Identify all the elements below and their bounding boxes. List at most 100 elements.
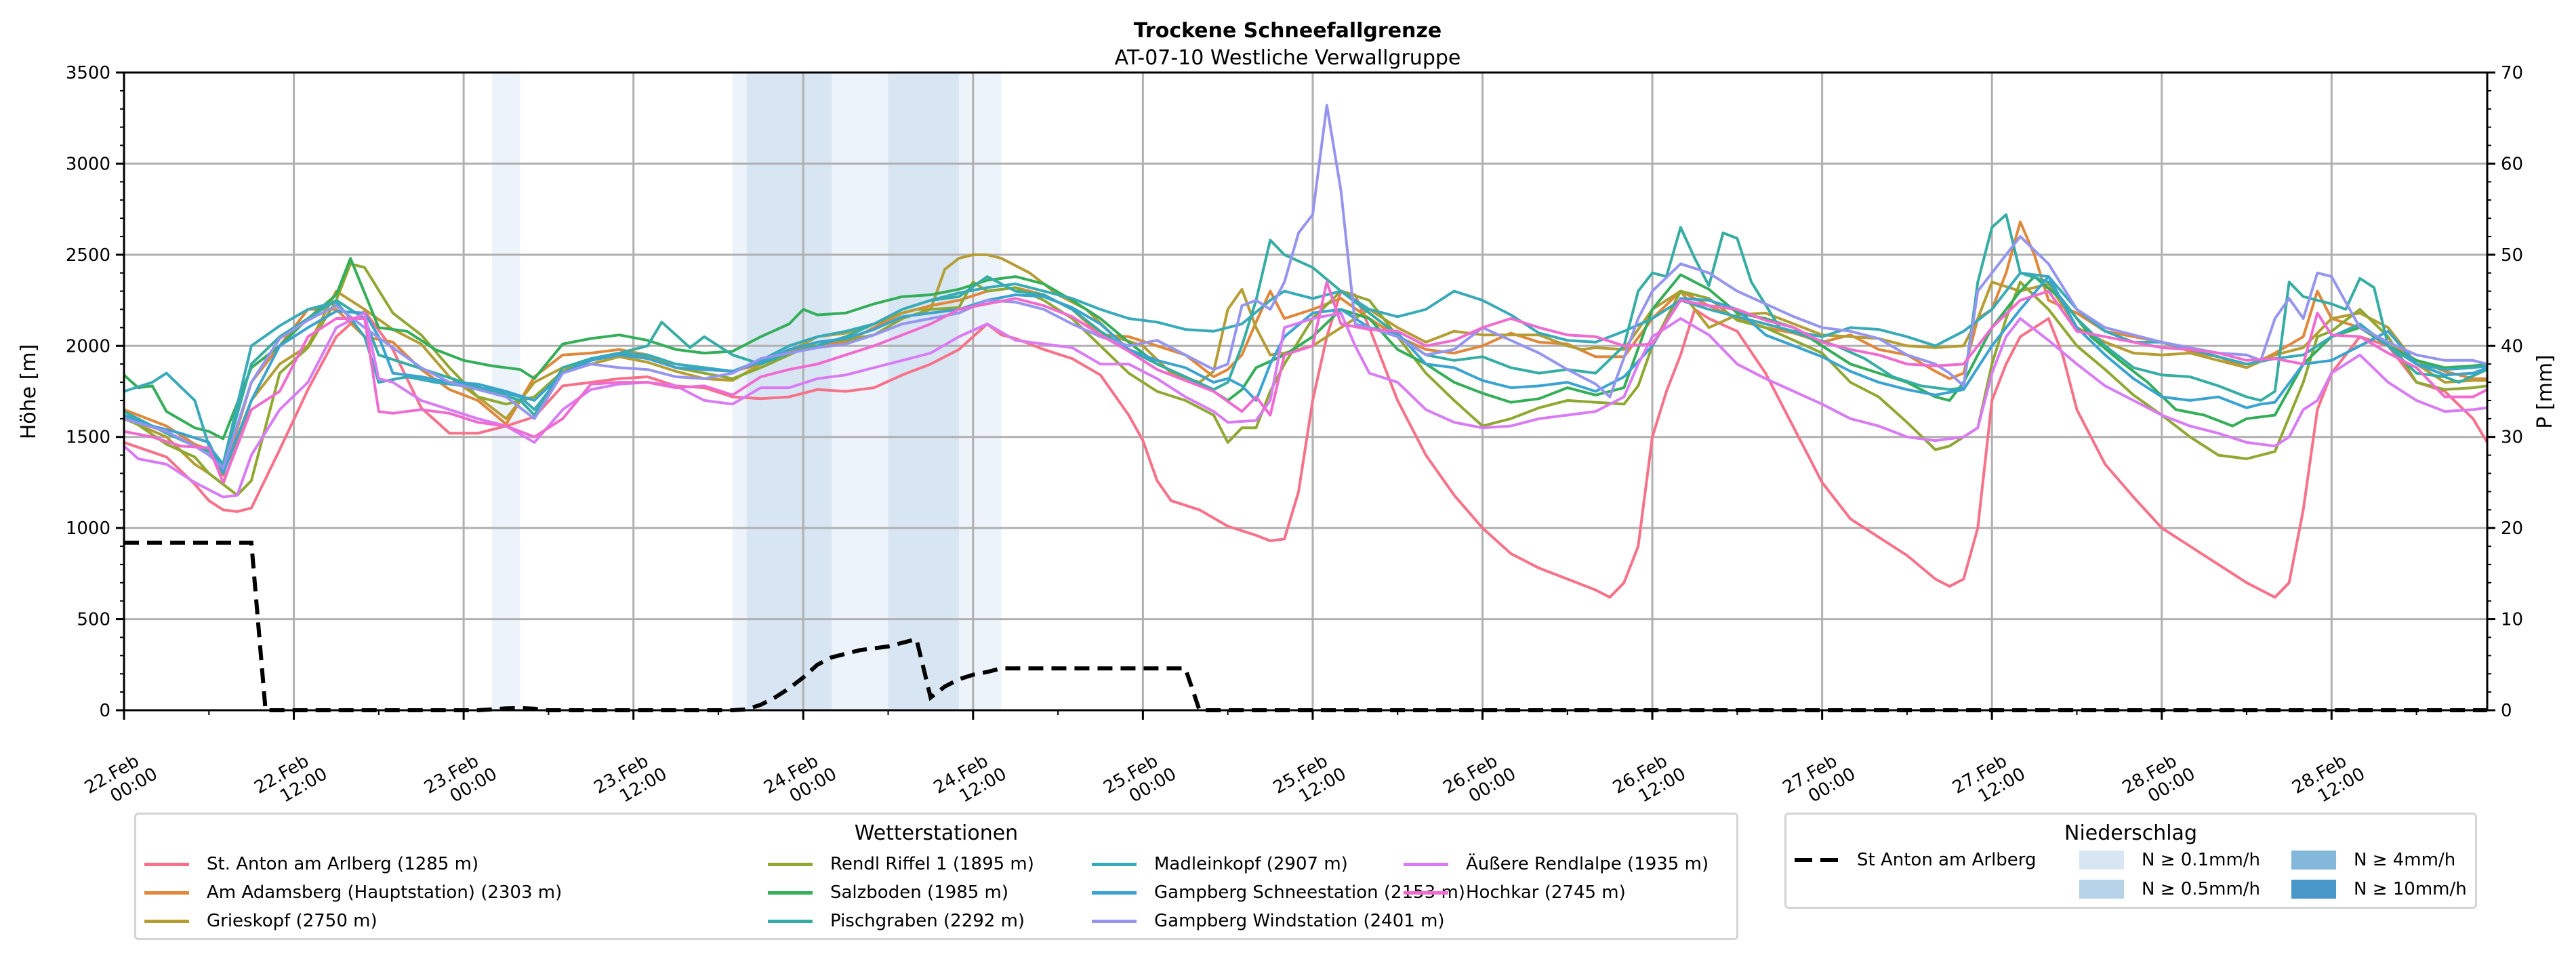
x-tick-label: 23.Feb00:00 [421, 746, 501, 816]
precip-legend-item: N ≥ 4mm/h [2291, 850, 2455, 870]
y-right-tick-label: 10 [2501, 610, 2523, 630]
x-tick-label: 24.Feb00:00 [760, 746, 840, 816]
stations-legend: Wetterstationen St. Anton am Arlberg (12… [134, 813, 1738, 940]
precip-line [124, 540, 2487, 712]
precip-dashed-line [124, 540, 2487, 712]
precip-legend: Niederschlag St Anton am Arlberg N ≥ 0.1… [1784, 813, 2477, 909]
x-tick-label: 26.Feb12:00 [1610, 746, 1690, 816]
y-right-tick-label: 60 [2501, 154, 2523, 174]
precip-band [888, 73, 959, 710]
legend-patch-swatch [2079, 880, 2124, 899]
station-lines [123, 104, 2489, 599]
precip-bands [491, 73, 1002, 710]
legend-label: Hochkar (2745 m) [1466, 882, 1626, 903]
legend-label: Grieskopf (2750 m) [207, 911, 377, 931]
axes: 0 500 1000 1500 2000 2500 3000 3500 0 10 20 30 40 50 6… [66, 63, 2523, 816]
legend-line-swatch [1092, 891, 1137, 895]
legend-line-swatch [144, 919, 189, 923]
x-tick-label: 25.Feb00:00 [1100, 746, 1180, 816]
legend-line-swatch [1092, 862, 1137, 866]
stations-legend-item: Salzboden (1985 m) [768, 882, 1008, 903]
chart-title: Trockene Schneefallgrenze [1134, 19, 1442, 43]
y-tick-label: 500 [77, 610, 110, 630]
legend-label: N ≥ 0.5mm/h [2142, 879, 2261, 899]
grid-lines [123, 73, 2487, 710]
series-line-6 [123, 213, 2488, 466]
x-tick-label: 25.Feb12:00 [1270, 746, 1350, 816]
legend-line-swatch [768, 862, 813, 866]
x-tick-label: 28.Feb12:00 [2289, 746, 2369, 816]
plot-frame [123, 71, 2489, 712]
x-tick-label: 24.Feb12:00 [931, 746, 1010, 816]
legend-label: Rendl Riffel 1 (1895 m) [830, 854, 1034, 874]
series-line-9 [123, 104, 2488, 470]
stations-legend-item: St. Anton am Arlberg (1285 m) [144, 854, 478, 874]
y-right-tick-label: 50 [2501, 245, 2523, 266]
legend-label: Äußere Rendlalpe (1935 m) [1466, 854, 1709, 874]
x-tick-label: 22.Feb12:00 [251, 746, 331, 816]
legend-patch-swatch [2291, 851, 2336, 870]
y-right-tick-label: 70 [2501, 63, 2523, 83]
series-line-11 [123, 281, 2488, 484]
series-line-4 [123, 262, 2488, 497]
y-tick-label: 3500 [66, 63, 110, 83]
precip-legend-item: N ≥ 10mm/h [2291, 879, 2467, 899]
dashed-line-swatch [1795, 858, 1839, 862]
x-tick-label: 28.Feb00:00 [2119, 746, 2199, 816]
legend-line-swatch [768, 919, 813, 923]
y-axis-label: Höhe [m] [17, 344, 41, 440]
x-tick-label: 23.Feb12:00 [591, 746, 671, 816]
y-tick-label: 2000 [66, 336, 110, 356]
legend-label: Gampberg Windstation (2401 m) [1154, 911, 1445, 931]
series-line-8 [123, 275, 2488, 475]
stations-legend-item: Äußere Rendlalpe (1935 m) [1404, 854, 1709, 874]
stations-legend-item: Rendl Riffel 1 (1895 m) [768, 854, 1034, 874]
legend-patch-swatch [2079, 851, 2124, 870]
legend-patch-swatch [2291, 880, 2336, 899]
legend-label: Madleinkopf (2907 m) [1154, 854, 1348, 874]
y-tick-label: 3000 [66, 154, 110, 174]
y-right-tick-label: 30 [2501, 428, 2523, 448]
x-tick-label: 27.Feb00:00 [1779, 746, 1859, 816]
legend-line-swatch [768, 891, 813, 895]
legend-label: St. Anton am Arlberg (1285 m) [207, 854, 479, 874]
y-tick-label: 2500 [66, 245, 110, 266]
precip-band [958, 73, 1002, 710]
y-tick-label: 1000 [66, 518, 110, 539]
legend-line-swatch [1092, 919, 1137, 923]
stations-legend-item: Am Adamsberg (Hauptstation) (2303 m) [144, 882, 562, 903]
precip-legend-line-label: St Anton am Arlberg [1857, 850, 2037, 870]
precip-legend-line: St Anton am Arlberg [1795, 850, 2037, 870]
y-tick-label: 0 [99, 701, 110, 721]
legend-line-swatch [144, 891, 189, 895]
legend-line-swatch [1404, 862, 1448, 866]
legend-label: Am Adamsberg (Hauptstation) (2303 m) [207, 882, 563, 903]
y-right-tick-label: 20 [2501, 518, 2523, 539]
precip-legend-title: Niederschlag [2064, 821, 2197, 845]
legend-label: N ≥ 4mm/h [2354, 850, 2456, 870]
legend-label: Pischgraben (2292 m) [830, 911, 1025, 931]
chart-subtitle: AT-07-10 Westliche Verwallgruppe [1115, 46, 1461, 70]
precip-legend-item: N ≥ 0.1mm/h [2079, 850, 2260, 870]
x-tick-label: 22.Feb00:00 [81, 746, 161, 816]
y-right-tick-label: 0 [2501, 701, 2512, 721]
series-line-3 [123, 253, 2487, 486]
precip-band [746, 73, 832, 710]
stations-legend-item: Gampberg Windstation (2401 m) [1092, 911, 1445, 931]
legend-label: N ≥ 10mm/h [2354, 879, 2467, 899]
y-tick-label: 1500 [66, 428, 110, 448]
precip-legend-item: N ≥ 0.5mm/h [2079, 879, 2260, 899]
stations-legend-item: Gampberg Schneestation (2153 m) [1092, 882, 1465, 903]
x-tick-label: 26.Feb00:00 [1439, 746, 1519, 816]
stations-legend-title: Wetterstationen [854, 821, 1019, 845]
stations-legend-item: Pischgraben (2292 m) [768, 911, 1025, 931]
stations-legend-item: Madleinkopf (2907 m) [1092, 854, 1348, 874]
y-axis-right-label: P [mm] [2533, 354, 2557, 428]
stations-legend-item: Grieskopf (2750 m) [144, 911, 377, 931]
legend-label: N ≥ 0.1mm/h [2142, 850, 2261, 870]
legend-label: Salzboden (1985 m) [830, 882, 1009, 903]
stations-legend-item: Hochkar (2745 m) [1404, 882, 1626, 903]
x-tick-label: 27.Feb12:00 [1949, 746, 2029, 816]
y-right-tick-label: 40 [2501, 336, 2523, 356]
